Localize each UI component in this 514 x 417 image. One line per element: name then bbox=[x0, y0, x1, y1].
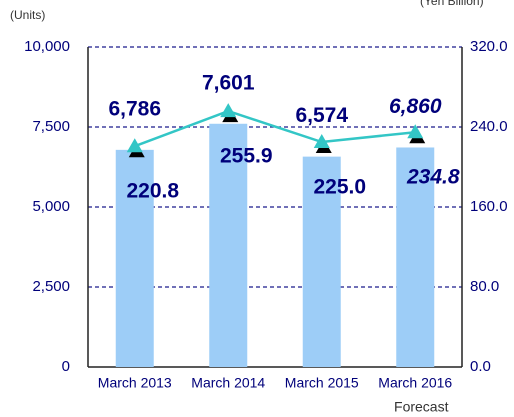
bar-value-label: 6,574 bbox=[295, 104, 348, 127]
y-tick-label: 5,000 bbox=[32, 198, 70, 215]
forecast-note: Forecast bbox=[394, 399, 449, 415]
y-tick-label: 7,500 bbox=[32, 118, 70, 135]
bar bbox=[302, 156, 341, 367]
bar-value-label: 6,860 bbox=[389, 95, 442, 118]
y2-tick-label: 80.0 bbox=[470, 278, 499, 295]
marker bbox=[126, 138, 143, 153]
bar bbox=[115, 149, 154, 367]
y2-tick-label: 160.0 bbox=[470, 198, 508, 215]
y2-tick-label: 0.0 bbox=[470, 358, 491, 375]
bar-value-label: 6,786 bbox=[108, 97, 161, 120]
x-tick-label: March 2014 bbox=[191, 375, 265, 391]
bar-value-label: 7,601 bbox=[202, 71, 255, 94]
bar bbox=[396, 147, 435, 367]
y2-tick-label: 240.0 bbox=[470, 118, 508, 135]
y-axis-label: (Units) bbox=[10, 8, 45, 22]
marker bbox=[313, 134, 330, 148]
y2-axis-label: (Yen Billion) bbox=[420, 0, 484, 8]
y2-tick-label: 320.0 bbox=[470, 38, 508, 55]
x-tick-label: March 2015 bbox=[285, 375, 359, 391]
line-value-label: 255.9 bbox=[220, 145, 273, 168]
y-tick-label: 10,000 bbox=[24, 38, 70, 55]
y-tick-label: 2,500 bbox=[32, 278, 70, 295]
y-tick-label: 0 bbox=[62, 358, 70, 375]
line bbox=[134, 109, 416, 148]
x-tick-label: March 2013 bbox=[98, 375, 172, 391]
line-value-label: 234.8 bbox=[406, 166, 460, 189]
line-value-label: 220.8 bbox=[126, 180, 179, 203]
marker bbox=[407, 124, 424, 139]
bar bbox=[209, 123, 248, 367]
line-value-label: 225.0 bbox=[313, 176, 366, 199]
x-tick-label: March 2016 bbox=[378, 375, 452, 391]
marker bbox=[220, 103, 237, 118]
